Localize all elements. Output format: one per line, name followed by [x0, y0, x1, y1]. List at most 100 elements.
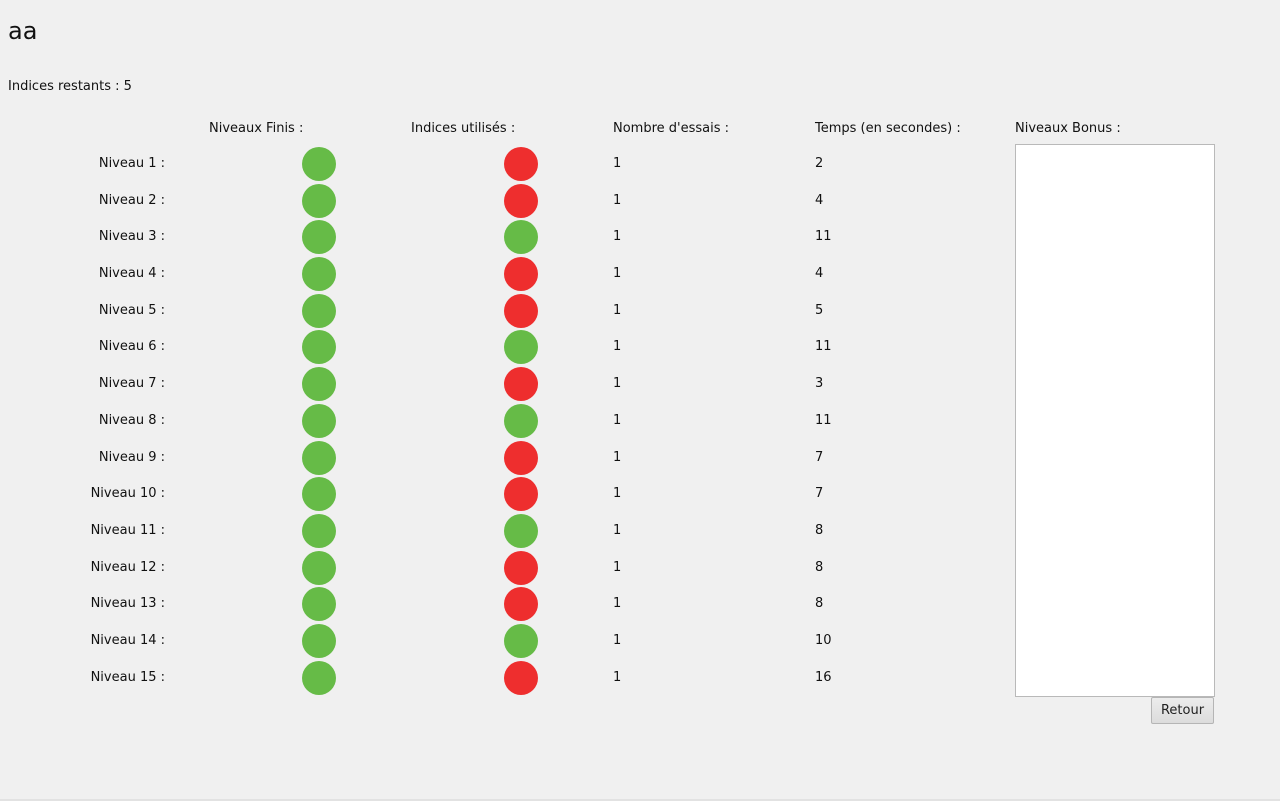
level-label: Niveau 9 :	[98, 449, 165, 465]
table-row: Niveau 3 :1 11	[0, 219, 1000, 256]
attempts-value: 1	[613, 669, 622, 685]
hint-used-indicator	[504, 587, 538, 622]
attempts-value: 1	[613, 376, 622, 392]
attempts-value: 1	[613, 449, 622, 465]
header-temps: Temps (en secondes) :	[815, 121, 961, 136]
header-nombre-essais: Nombre d'essais :	[613, 121, 730, 136]
level-finished-indicator	[302, 550, 336, 585]
level-finished-indicator	[302, 660, 336, 695]
header-niveaux-bonus: Niveaux Bonus :	[1015, 121, 1121, 136]
bonus-levels-list[interactable]	[1015, 144, 1215, 697]
hint-used-indicator	[504, 257, 538, 292]
time-value: 7	[815, 449, 824, 465]
attempts-value: 1	[613, 486, 622, 502]
hint-used-indicator	[504, 330, 538, 365]
level-finished-indicator	[302, 147, 336, 181]
table-row: Niveau 1 : 1 2	[0, 146, 1000, 183]
level-finished-indicator	[302, 403, 336, 438]
level-label: Niveau 6 :	[98, 339, 165, 355]
level-label: Niveau 14 :	[90, 632, 165, 648]
attempts-value: 1	[613, 559, 622, 575]
time-value: 2	[815, 156, 824, 171]
attempts-value: 1	[613, 596, 622, 612]
table-row: Niveau 7 : 1 3	[0, 366, 1000, 403]
level-label: Niveau 11 :	[90, 522, 165, 538]
level-label: Niveau 1 :	[98, 156, 165, 171]
header-indices-utilises: Indices utilisés :	[411, 121, 516, 136]
time-value: 8	[815, 522, 824, 538]
table-row: Niveau 13 : 1 8	[0, 586, 1000, 623]
bottom-divider	[0, 799, 1280, 801]
level-finished-indicator	[302, 257, 336, 292]
attempts-value: 1	[613, 266, 622, 282]
table-row: Niveau 6 :1 11	[0, 329, 1000, 366]
hint-used-indicator	[504, 477, 538, 512]
hint-used-indicator	[504, 623, 538, 658]
player-name: aa	[8, 17, 38, 45]
level-label: Niveau 12 :	[90, 559, 165, 575]
table-row: Niveau 2 : 1 4	[0, 183, 1000, 220]
header-niveaux-finis: Niveaux Finis :	[209, 121, 304, 136]
level-label: Niveau 3 :	[98, 229, 165, 245]
hint-used-indicator	[504, 147, 538, 181]
level-finished-indicator	[302, 440, 336, 475]
attempts-value: 1	[613, 522, 622, 538]
attempts-value: 1	[613, 156, 622, 171]
time-value: 10	[815, 632, 832, 648]
level-finished-indicator	[302, 220, 336, 255]
time-value: 11	[815, 339, 832, 355]
time-value: 7	[815, 486, 824, 502]
hints-remaining-label: Indices restants : 5	[8, 79, 132, 94]
time-value: 4	[815, 266, 824, 282]
level-label: Niveau 4 :	[98, 266, 165, 282]
table-row: Niveau 4 : 1 4	[0, 256, 1000, 293]
hint-used-indicator	[504, 220, 538, 255]
time-value: 16	[815, 669, 832, 685]
level-finished-indicator	[302, 513, 336, 548]
hint-used-indicator	[504, 293, 538, 328]
level-finished-indicator	[302, 330, 336, 365]
level-label: Niveau 5 :	[98, 302, 165, 318]
attempts-value: 1	[613, 192, 622, 208]
time-value: 11	[815, 412, 832, 428]
level-finished-indicator	[302, 183, 336, 218]
level-label: Niveau 7 :	[98, 376, 165, 392]
table-row: Niveau 9 : 1 7	[0, 440, 1000, 477]
table-row: Niveau 12 : 1 8	[0, 550, 1000, 587]
table-row: Niveau 15 : 1 16	[0, 660, 1000, 697]
level-finished-indicator	[302, 477, 336, 512]
hint-used-indicator	[504, 550, 538, 585]
table-row: Niveau 14 : 1 10	[0, 623, 1000, 660]
level-finished-indicator	[302, 367, 336, 402]
hint-used-indicator	[504, 403, 538, 438]
time-value: 5	[815, 302, 824, 318]
attempts-value: 1	[613, 339, 622, 355]
level-finished-indicator	[302, 293, 336, 328]
attempts-value: 1	[613, 412, 622, 428]
level-label: Niveau 2 :	[98, 192, 165, 208]
hint-used-indicator	[504, 660, 538, 695]
time-value: 3	[815, 376, 824, 392]
hint-used-indicator	[504, 183, 538, 218]
level-label: Niveau 10 :	[90, 486, 165, 502]
level-label: Niveau 13 :	[90, 596, 165, 612]
level-label: Niveau 15 :	[90, 669, 165, 685]
level-stats-table: Niveau 1 :1 2 Niveau 2 :1 4 Niveau 3 :1 11 Niv…	[0, 146, 1000, 696]
level-finished-indicator	[302, 587, 336, 622]
table-row: Niveau 11 : 1 8	[0, 513, 1000, 550]
time-value: 4	[815, 192, 824, 208]
time-value: 8	[815, 596, 824, 612]
table-row: Niveau 10 : 1 7	[0, 476, 1000, 513]
hint-used-indicator	[504, 367, 538, 402]
attempts-value: 1	[613, 302, 622, 318]
attempts-value: 1	[613, 229, 622, 245]
hint-used-indicator	[504, 513, 538, 548]
attempts-value: 1	[613, 632, 622, 648]
level-finished-indicator	[302, 623, 336, 658]
table-row: Niveau 5 : 1 5	[0, 293, 1000, 330]
hint-used-indicator	[504, 440, 538, 475]
time-value: 11	[815, 229, 832, 245]
table-row: Niveau 8 :1 11	[0, 403, 1000, 440]
retour-button[interactable]: Retour	[1151, 697, 1214, 724]
